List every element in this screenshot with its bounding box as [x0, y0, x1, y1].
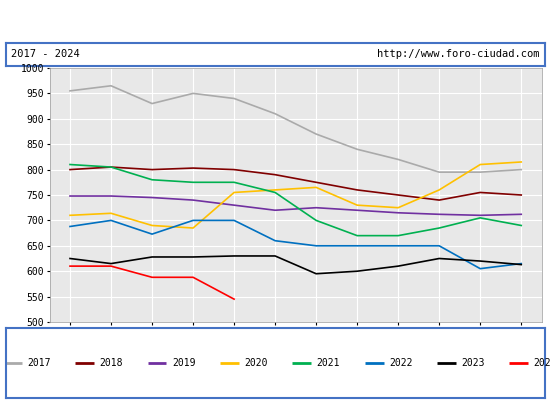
- Text: 2018: 2018: [100, 358, 123, 368]
- Text: 2017 - 2024: 2017 - 2024: [11, 49, 80, 59]
- Text: 2024: 2024: [534, 358, 550, 368]
- Text: Evolucion del paro registrado en Xinzo de Limia: Evolucion del paro registrado en Xinzo d…: [78, 14, 472, 28]
- Text: 2022: 2022: [389, 358, 412, 368]
- Text: 2019: 2019: [172, 358, 195, 368]
- Text: 2017: 2017: [27, 358, 51, 368]
- Text: 2023: 2023: [461, 358, 485, 368]
- Text: 2021: 2021: [317, 358, 340, 368]
- Text: 2020: 2020: [244, 358, 268, 368]
- Text: http://www.foro-ciudad.com: http://www.foro-ciudad.com: [377, 49, 539, 59]
